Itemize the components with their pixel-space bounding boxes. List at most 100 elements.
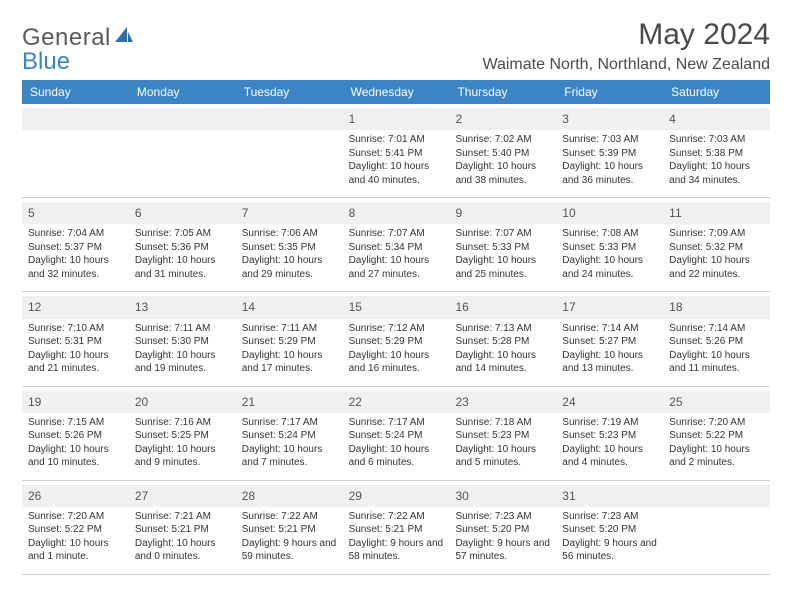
sunrise-text: Sunrise: 7:04 AM: [28, 227, 123, 241]
daylight-text: Daylight: 10 hours and 1 minute.: [28, 537, 123, 564]
sunset-text: Sunset: 5:34 PM: [349, 241, 444, 255]
daylight-text: Daylight: 10 hours and 6 minutes.: [349, 443, 444, 470]
sunrise-text: Sunrise: 7:17 AM: [349, 416, 444, 430]
sunset-text: Sunset: 5:32 PM: [669, 241, 764, 255]
day-number: 29: [343, 485, 450, 507]
day-number: 18: [663, 296, 770, 318]
sunrise-text: Sunrise: 7:09 AM: [669, 227, 764, 241]
day-cell: 1Sunrise: 7:01 AMSunset: 5:41 PMDaylight…: [343, 104, 450, 197]
sail-icon: [114, 23, 134, 51]
daylight-text: Daylight: 10 hours and 22 minutes.: [669, 254, 764, 281]
day-header: Thursday: [449, 80, 556, 104]
day-cell: 8 Sunrise: 7:07 AMSunset: 5:34 PMDaylight…: [343, 198, 450, 291]
day-number: 1: [343, 108, 450, 130]
day-number: [236, 108, 343, 130]
sunset-text: Sunset: 5:21 PM: [135, 523, 230, 537]
day-header: Wednesday: [343, 80, 450, 104]
daylight-text: Daylight: 10 hours and 32 minutes.: [28, 254, 123, 281]
day-cell: 25Sunrise: 7:20 AMSunset: 5:22 PMDayligh…: [663, 387, 770, 480]
day-cell: 15Sunrise: 7:12 AMSunset: 5:29 PMDayligh…: [343, 292, 450, 385]
sunrise-text: Sunrise: 7:07 AM: [455, 227, 550, 241]
day-cell: [129, 104, 236, 197]
daylight-text: Daylight: 10 hours and 24 minutes.: [562, 254, 657, 281]
day-cell: 12Sunrise: 7:10 AMSunset: 5:31 PMDayligh…: [22, 292, 129, 385]
day-number: 5: [22, 202, 129, 224]
sunset-text: Sunset: 5:26 PM: [28, 429, 123, 443]
daylight-text: Daylight: 10 hours and 5 minutes.: [455, 443, 550, 470]
day-number: 13: [129, 296, 236, 318]
day-cell: 16Sunrise: 7:13 AMSunset: 5:28 PMDayligh…: [449, 292, 556, 385]
daylight-text: Daylight: 10 hours and 38 minutes.: [455, 160, 550, 187]
day-number: 19: [22, 391, 129, 413]
month-title: May 2024: [482, 18, 770, 52]
daylight-text: Daylight: 10 hours and 9 minutes.: [135, 443, 230, 470]
week-row: 26Sunrise: 7:20 AMSunset: 5:22 PMDayligh…: [22, 481, 770, 575]
day-number: 8: [343, 202, 450, 224]
sunrise-text: Sunrise: 7:18 AM: [455, 416, 550, 430]
daylight-text: Daylight: 9 hours and 58 minutes.: [349, 537, 444, 564]
day-number: 7: [236, 202, 343, 224]
daylight-text: Daylight: 10 hours and 25 minutes.: [455, 254, 550, 281]
daylight-text: Daylight: 10 hours and 21 minutes.: [28, 349, 123, 376]
sunrise-text: Sunrise: 7:17 AM: [242, 416, 337, 430]
sunset-text: Sunset: 5:22 PM: [28, 523, 123, 537]
day-cell: 9Sunrise: 7:07 AMSunset: 5:33 PMDaylight…: [449, 198, 556, 291]
daylight-text: Daylight: 9 hours and 56 minutes.: [562, 537, 657, 564]
sunrise-text: Sunrise: 7:05 AM: [135, 227, 230, 241]
daylight-text: Daylight: 10 hours and 19 minutes.: [135, 349, 230, 376]
day-cell: 21Sunrise: 7:17 AMSunset: 5:24 PMDayligh…: [236, 387, 343, 480]
day-cell: 19 Sunrise: 7:15 AMSunset: 5:26 PMDayligh…: [22, 387, 129, 480]
day-number: 11: [663, 202, 770, 224]
daylight-text: Daylight: 10 hours and 27 minutes.: [349, 254, 444, 281]
sunset-text: Sunset: 5:40 PM: [455, 147, 550, 161]
daylight-text: Daylight: 10 hours and 13 minutes.: [562, 349, 657, 376]
sunset-text: Sunset: 5:26 PM: [669, 335, 764, 349]
day-number: 10: [556, 202, 663, 224]
daylight-text: Daylight: 10 hours and 16 minutes.: [349, 349, 444, 376]
day-header-row: SundayMondayTuesdayWednesdayThursdayFrid…: [22, 80, 770, 104]
sunset-text: Sunset: 5:37 PM: [28, 241, 123, 255]
daylight-text: Daylight: 9 hours and 57 minutes.: [455, 537, 550, 564]
day-number: 26: [22, 485, 129, 507]
sunset-text: Sunset: 5:25 PM: [135, 429, 230, 443]
day-cell: 11 Sunrise: 7:09 AMSunset: 5:32 PMDayligh…: [663, 198, 770, 291]
daylight-text: Daylight: 10 hours and 31 minutes.: [135, 254, 230, 281]
daylight-text: Daylight: 10 hours and 14 minutes.: [455, 349, 550, 376]
day-cell: 6Sunrise: 7:05 AMSunset: 5:36 PMDaylight…: [129, 198, 236, 291]
sunrise-text: Sunrise: 7:06 AM: [242, 227, 337, 241]
day-cell: 13Sunrise: 7:11 AMSunset: 5:30 PMDayligh…: [129, 292, 236, 385]
day-cell: 29Sunrise: 7:22 AMSunset: 5:21 PMDayligh…: [343, 481, 450, 574]
day-number: 28: [236, 485, 343, 507]
sunrise-text: Sunrise: 7:11 AM: [135, 322, 230, 336]
sunrise-text: Sunrise: 7:08 AM: [562, 227, 657, 241]
day-cell: 24Sunrise: 7:19 AMSunset: 5:23 PMDayligh…: [556, 387, 663, 480]
day-cell: [236, 104, 343, 197]
sunset-text: Sunset: 5:29 PM: [242, 335, 337, 349]
day-cell: 28Sunrise: 7:22 AMSunset: 5:21 PMDayligh…: [236, 481, 343, 574]
daylight-text: Daylight: 10 hours and 36 minutes.: [562, 160, 657, 187]
week-row: 12Sunrise: 7:10 AMSunset: 5:31 PMDayligh…: [22, 292, 770, 386]
logo-word2: Blue: [22, 48, 70, 76]
sunrise-text: Sunrise: 7:07 AM: [349, 227, 444, 241]
day-cell: 5 Sunrise: 7:04 AMSunset: 5:37 PMDaylight…: [22, 198, 129, 291]
sunrise-text: Sunrise: 7:15 AM: [28, 416, 123, 430]
week-row: 19Sunrise: 7:15 AMSunset: 5:26 PMDayligh…: [22, 387, 770, 481]
day-number: 17: [556, 296, 663, 318]
day-cell: 31Sunrise: 7:23 AMSunset: 5:20 PMDayligh…: [556, 481, 663, 574]
sunrise-text: Sunrise: 7:23 AM: [562, 510, 657, 524]
sunrise-text: Sunrise: 7:22 AM: [349, 510, 444, 524]
daylight-text: Daylight: 10 hours and 10 minutes.: [28, 443, 123, 470]
daylight-text: Daylight: 10 hours and 34 minutes.: [669, 160, 764, 187]
day-number: 2: [449, 108, 556, 130]
sunrise-text: Sunrise: 7:11 AM: [242, 322, 337, 336]
sunrise-text: Sunrise: 7:21 AM: [135, 510, 230, 524]
sunset-text: Sunset: 5:22 PM: [669, 429, 764, 443]
day-cell: 17Sunrise: 7:14 AMSunset: 5:27 PMDayligh…: [556, 292, 663, 385]
header: General May 2024 Waimate North, Northlan…: [22, 18, 770, 74]
sunrise-text: Sunrise: 7:14 AM: [562, 322, 657, 336]
day-number: 23: [449, 391, 556, 413]
sunset-text: Sunset: 5:33 PM: [455, 241, 550, 255]
day-number: 3: [556, 108, 663, 130]
sunrise-text: Sunrise: 7:19 AM: [562, 416, 657, 430]
title-block: May 2024 Waimate North, Northland, New Z…: [482, 18, 770, 74]
